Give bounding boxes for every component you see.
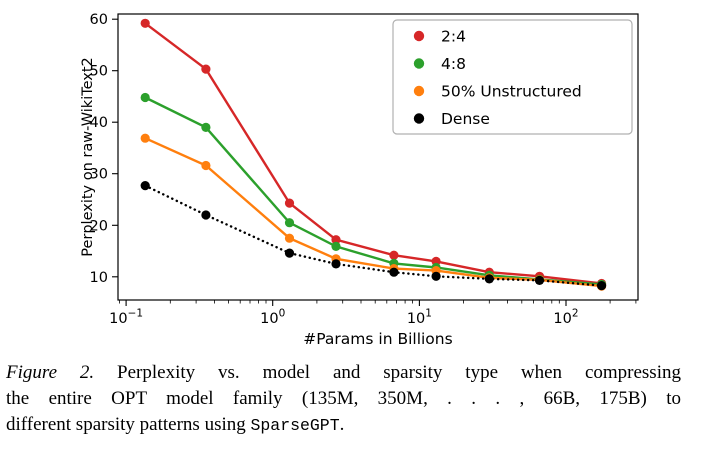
legend-item: Dense [413, 110, 490, 128]
svg-text:10−1: 10−1 [109, 308, 143, 328]
caption-line-1: Figure 2. Perplexity vs. model and spars… [6, 360, 681, 386]
legend-item: 2:4 [413, 28, 466, 46]
data-point [534, 275, 545, 285]
y-axis-label: Perplexity on raw-WikiText2 [80, 57, 96, 257]
legend-label: 50% Unstructured [441, 83, 582, 101]
svg-text:100: 100 [260, 308, 285, 328]
data-point [201, 160, 211, 171]
legend-label: 4:8 [441, 55, 466, 73]
plot-border [117, 13, 639, 301]
data-point [201, 210, 211, 220]
data-point [284, 218, 295, 228]
legend-marker [413, 113, 425, 124]
data-point [284, 248, 295, 258]
series-dense [140, 181, 607, 291]
svg-text:30: 30 [90, 167, 108, 183]
caption-line-2: the entire OPT model family (135M, 350M,… [6, 386, 681, 412]
x-axis: 10−1 100 101 102 [109, 300, 637, 328]
data-point [331, 259, 341, 269]
series-50-unstructured [140, 133, 607, 291]
caption-text-3: different sparsity patterns using [6, 414, 251, 435]
data-point [284, 198, 295, 208]
legend-marker [413, 58, 425, 69]
data-point [597, 281, 607, 291]
data-point [140, 133, 150, 143]
legend-box [392, 19, 633, 135]
caption-text-4: . [339, 414, 345, 435]
svg-text:102: 102 [553, 308, 578, 328]
data-point [140, 181, 150, 191]
svg-text:60: 60 [90, 12, 108, 28]
data-point [389, 250, 399, 260]
legend: 2:4 4:8 50% Unstructured Dense [392, 19, 633, 135]
legend-item: 50% Unstructured [413, 83, 582, 101]
svg-text:50: 50 [90, 64, 108, 80]
data-point [140, 18, 150, 28]
data-point [201, 64, 211, 74]
legend-marker [413, 30, 425, 42]
svg-text:10: 10 [90, 270, 108, 286]
legend-label: 2:4 [441, 28, 466, 46]
x-axis-label: #Params in Billions [303, 330, 452, 348]
caption-text-2: the entire OPT model family (135M, 350M,… [6, 388, 681, 409]
svg-text:101: 101 [407, 308, 432, 328]
svg-text:20: 20 [90, 218, 108, 234]
data-point [431, 271, 441, 281]
caption-code-sparsegpt: SparseGPT [250, 416, 340, 435]
caption-text-1: Perplexity vs. model and sparsity type w… [94, 362, 681, 383]
data-point [331, 241, 341, 251]
y-axis: 10 20 30 40 50 60 [90, 12, 118, 286]
svg-text:40: 40 [90, 115, 108, 131]
data-point [389, 267, 399, 277]
legend-item: 4:8 [413, 55, 466, 73]
legend-label: Dense [441, 110, 490, 128]
data-point [484, 274, 494, 284]
data-point [201, 122, 211, 132]
data-point [140, 92, 150, 103]
figure-label: Figure 2. [6, 362, 95, 383]
perplexity-chart: 10 20 30 40 50 60 10−1 100 101 102 #Params in Bill… [80, 12, 639, 348]
data-point [284, 233, 295, 243]
data-point [331, 235, 341, 245]
figure-chart-area: 10 20 30 40 50 60 10−1 100 101 102 #Params in Bill… [80, 12, 639, 348]
legend-marker [413, 85, 425, 97]
figure-caption: Figure 2. Perplexity vs. model and spars… [0, 352, 691, 439]
caption-line-3: different sparsity patterns using Sparse… [6, 412, 681, 439]
